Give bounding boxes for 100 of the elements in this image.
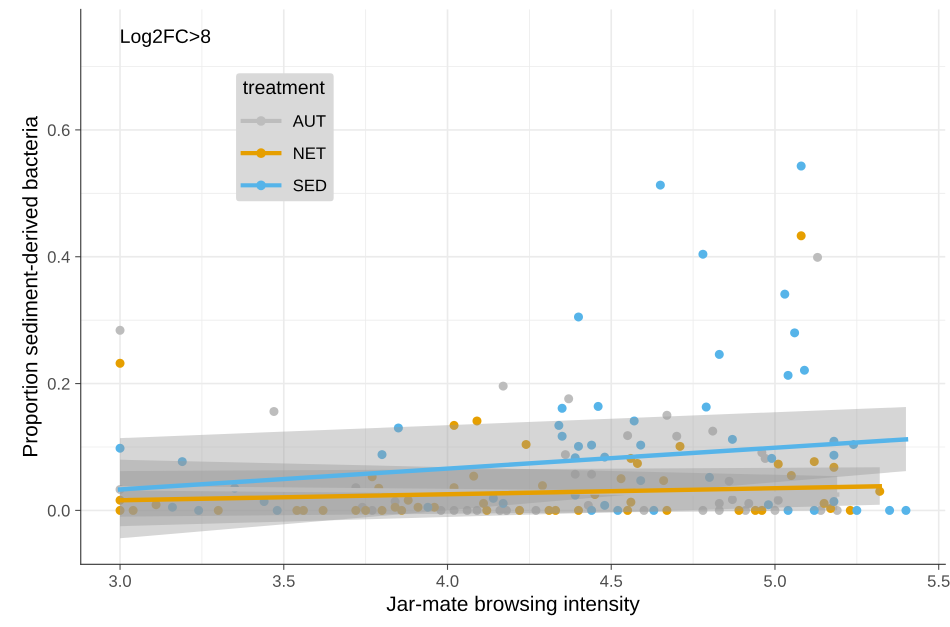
point xyxy=(728,434,737,444)
point xyxy=(378,506,387,515)
point xyxy=(482,506,492,515)
point xyxy=(564,394,574,404)
y-tick-label: 0.4 xyxy=(48,251,70,263)
point xyxy=(574,442,583,451)
point xyxy=(587,506,596,515)
point xyxy=(554,420,564,430)
point xyxy=(522,440,531,449)
point xyxy=(472,416,482,426)
point xyxy=(901,506,910,515)
point xyxy=(214,506,223,515)
point xyxy=(676,442,685,451)
point xyxy=(704,472,714,482)
point xyxy=(885,506,894,515)
point xyxy=(168,502,177,512)
point xyxy=(616,474,626,484)
point xyxy=(351,506,360,515)
point xyxy=(587,470,596,479)
point xyxy=(774,460,783,469)
point xyxy=(698,250,708,259)
point xyxy=(318,506,328,515)
point xyxy=(810,506,819,515)
point xyxy=(656,180,665,190)
point xyxy=(551,506,560,515)
point xyxy=(515,506,524,515)
point xyxy=(594,402,603,411)
point xyxy=(724,476,734,486)
point xyxy=(462,506,472,515)
point xyxy=(796,162,806,171)
point xyxy=(116,358,125,368)
x-tick-label: 5.0 xyxy=(764,575,786,587)
point xyxy=(826,504,836,513)
point xyxy=(397,506,406,515)
point xyxy=(272,506,282,515)
point xyxy=(498,382,508,391)
point xyxy=(613,506,622,515)
point xyxy=(698,506,708,515)
point xyxy=(423,502,432,512)
point xyxy=(269,406,278,416)
point xyxy=(672,432,682,441)
point xyxy=(450,420,459,430)
point xyxy=(829,462,838,472)
point xyxy=(784,506,793,515)
x-tick-label: 4.5 xyxy=(600,575,622,587)
point xyxy=(414,502,423,512)
point xyxy=(574,506,583,515)
legend-title: treatment xyxy=(243,81,325,94)
point xyxy=(662,506,672,515)
point xyxy=(744,498,754,508)
point xyxy=(829,497,838,506)
point xyxy=(116,444,125,453)
point xyxy=(780,290,790,299)
point xyxy=(558,404,567,413)
point xyxy=(472,506,482,515)
x-tick-label: 3.5 xyxy=(272,575,295,587)
point xyxy=(662,410,672,420)
point xyxy=(560,450,570,460)
point xyxy=(632,458,642,468)
point xyxy=(116,506,125,515)
point xyxy=(194,506,204,515)
point xyxy=(649,506,658,515)
point xyxy=(790,328,800,338)
point xyxy=(623,431,632,440)
y-axis-title: Proportion sediment-derived bacteria xyxy=(22,116,42,456)
x-axis-title: Jar-mate browsing intensity xyxy=(386,596,640,616)
point xyxy=(714,350,724,359)
point xyxy=(587,440,596,450)
point xyxy=(786,471,796,480)
point xyxy=(498,498,508,508)
y-tick-label: 0.6 xyxy=(48,124,70,136)
point xyxy=(128,506,138,515)
point xyxy=(767,454,776,463)
point xyxy=(800,366,809,375)
point xyxy=(820,498,829,508)
point xyxy=(784,370,793,380)
point xyxy=(116,326,125,335)
x-tick-label: 5.5 xyxy=(928,575,950,587)
point xyxy=(626,498,636,507)
point xyxy=(623,506,632,515)
point xyxy=(659,476,668,486)
point xyxy=(630,416,639,426)
point xyxy=(702,402,711,412)
point xyxy=(479,498,488,508)
point xyxy=(774,496,783,505)
point xyxy=(636,476,646,486)
point xyxy=(394,423,403,432)
point xyxy=(708,426,718,436)
point xyxy=(764,500,773,510)
point xyxy=(810,457,819,466)
point xyxy=(639,506,648,515)
legend-label: NET xyxy=(294,148,326,159)
point xyxy=(570,470,580,479)
point xyxy=(450,506,459,515)
point xyxy=(770,506,780,515)
point xyxy=(558,432,567,441)
point xyxy=(538,481,547,490)
point xyxy=(813,252,822,262)
legend-label: SED xyxy=(293,180,326,192)
point xyxy=(734,506,744,515)
